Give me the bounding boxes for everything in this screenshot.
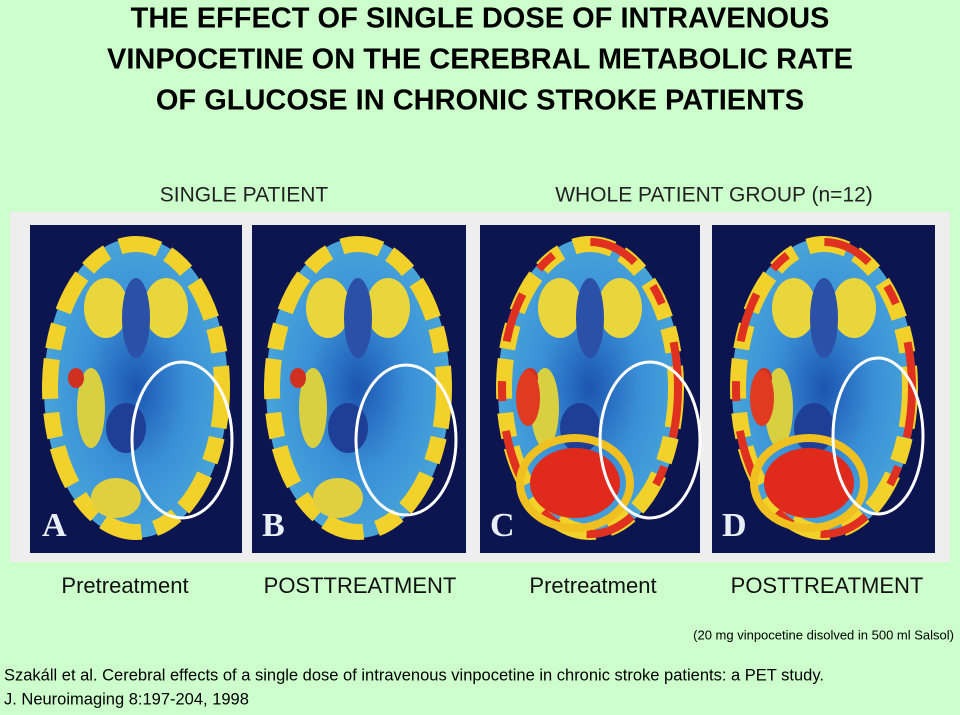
pet-panel: B	[252, 225, 466, 553]
panel-letter: D	[722, 507, 747, 544]
citation-line: Szakáll et al. Cerebral effects of a sin…	[4, 666, 824, 684]
panel-label: Pretreatment	[529, 573, 656, 598]
panel-letter: A	[42, 507, 67, 544]
pet-panel: C	[480, 225, 702, 553]
group-label: WHOLE PATIENT GROUP (n=12)	[555, 184, 873, 207]
panel-label: POSTTREATMENT	[731, 573, 924, 598]
panel-label: POSTTREATMENT	[264, 573, 457, 598]
title-line: OF GLUCOSE IN CHRONIC STROKE PATIENTS	[156, 85, 804, 117]
pet-panel: D	[712, 225, 935, 553]
panel-label: Pretreatment	[61, 573, 188, 598]
citation-line: J. Neuroimaging 8:197-204, 1998	[4, 690, 249, 708]
title-line: VINPOCETINE ON THE CEREBRAL METABOLIC RA…	[107, 44, 853, 76]
panel-letter: C	[490, 507, 515, 544]
title-line: THE EFFECT OF SINGLE DOSE OF INTRAVENOUS	[131, 3, 830, 35]
footnote: (20 mg vinpocetine disolved in 500 ml Sa…	[693, 627, 954, 642]
group-label: SINGLE PATIENT	[160, 184, 329, 207]
panel-letter: B	[262, 507, 285, 544]
pet-panel: A	[30, 225, 242, 553]
